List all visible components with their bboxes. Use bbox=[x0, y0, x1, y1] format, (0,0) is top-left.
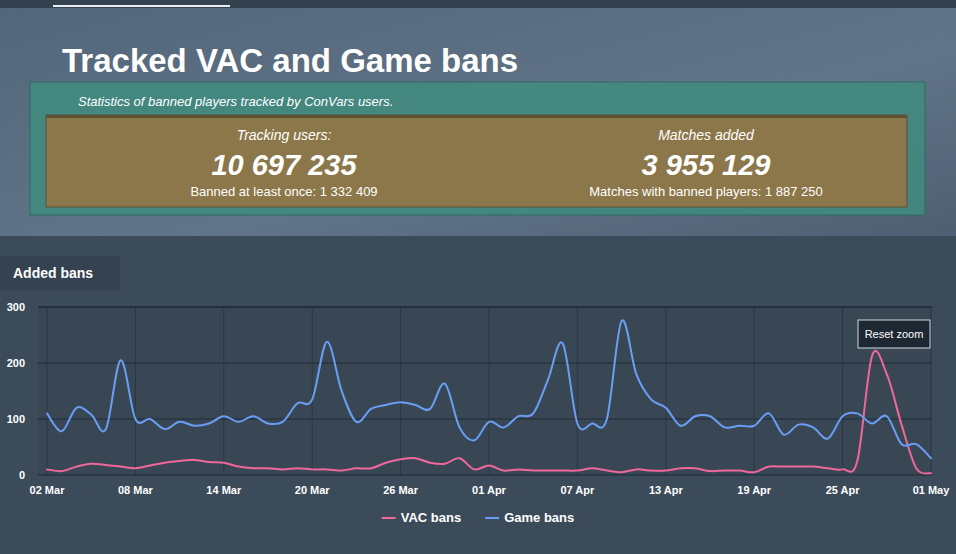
top-bar bbox=[0, 0, 956, 8]
grid-line-y bbox=[38, 475, 932, 476]
legend-label: VAC bans bbox=[401, 510, 461, 525]
page: Tracked VAC and Game bans Statistics of b… bbox=[0, 0, 956, 554]
x-tick-label: 20 Mar bbox=[295, 484, 331, 496]
plot-area bbox=[38, 307, 932, 475]
x-tick-label: 19 Apr bbox=[737, 484, 772, 496]
x-tick-label: 13 Apr bbox=[649, 484, 684, 496]
y-tick-label: 200 bbox=[7, 357, 25, 369]
grid-line-x bbox=[312, 307, 313, 475]
legend-swatch bbox=[382, 517, 396, 519]
legend-item[interactable]: Game bans bbox=[485, 510, 574, 525]
x-tick-label: 02 Mar bbox=[30, 484, 66, 496]
x-tick-label: 07 Apr bbox=[560, 484, 595, 496]
grid-line-y bbox=[38, 307, 932, 308]
stat-value: 3 955 129 bbox=[641, 149, 770, 181]
grid-line-x bbox=[931, 307, 932, 475]
stats-box bbox=[46, 115, 907, 207]
x-tick-label: 25 Apr bbox=[826, 484, 861, 496]
stat-detail: Banned at least once: 1 332 409 bbox=[190, 184, 377, 199]
series-group bbox=[47, 320, 931, 473]
x-tick-label: 01 May bbox=[913, 484, 951, 496]
series-line bbox=[47, 320, 931, 458]
stat-label: Tracking users: bbox=[237, 127, 332, 143]
background bbox=[0, 0, 956, 554]
grid-line-y bbox=[38, 363, 932, 364]
reset-zoom-label[interactable]: Reset zoom bbox=[865, 328, 924, 340]
series-line bbox=[47, 351, 931, 474]
x-tick-label: 14 Mar bbox=[206, 484, 242, 496]
page-title: Tracked VAC and Game bans bbox=[62, 42, 518, 79]
grid-line-x bbox=[400, 307, 401, 475]
stat-value: 10 697 235 bbox=[211, 149, 357, 181]
legend: VAC bans Game bans bbox=[382, 510, 575, 525]
grid-line-x bbox=[577, 307, 578, 475]
reset-zoom-button[interactable]: Reset zoom bbox=[858, 320, 930, 348]
chart-title: Added bans bbox=[13, 265, 93, 281]
stats-box-border bbox=[46, 115, 907, 118]
grid-line-x bbox=[754, 307, 755, 475]
stat-detail: Matches with banned players: 1 887 250 bbox=[589, 184, 822, 199]
x-tick-label: 01 Apr bbox=[472, 484, 507, 496]
reset-zoom-box[interactable] bbox=[858, 320, 930, 348]
grid-line-x bbox=[135, 307, 136, 475]
x-tick-label: 08 Mar bbox=[118, 484, 154, 496]
grid-line-x bbox=[223, 307, 224, 475]
grid-line-x bbox=[47, 307, 48, 475]
grid-line-x bbox=[665, 307, 666, 475]
legend-item[interactable]: VAC bans bbox=[382, 510, 461, 525]
y-tick-label: 100 bbox=[7, 413, 25, 425]
grid bbox=[38, 307, 932, 475]
y-tick-label: 300 bbox=[7, 301, 25, 313]
grid-line-x bbox=[489, 307, 490, 475]
chart-title-tab bbox=[0, 256, 120, 290]
header-background bbox=[0, 0, 956, 236]
legend-swatch bbox=[485, 517, 499, 519]
stats-subtitle: Statistics of banned players tracked by … bbox=[78, 94, 393, 109]
stat-label: Matches added bbox=[658, 127, 755, 143]
grid-line-y bbox=[38, 419, 932, 420]
nav-underline bbox=[53, 5, 230, 7]
x-tick-label: 26 Mar bbox=[383, 484, 419, 496]
stats-panel bbox=[30, 82, 925, 215]
plot-top-border bbox=[38, 307, 932, 308]
legend-label: Game bans bbox=[504, 510, 574, 525]
y-tick-label: 0 bbox=[19, 469, 25, 481]
page-root: Tracked VAC and Game bans Statistics of b… bbox=[0, 0, 956, 554]
grid-line-x bbox=[842, 307, 843, 475]
